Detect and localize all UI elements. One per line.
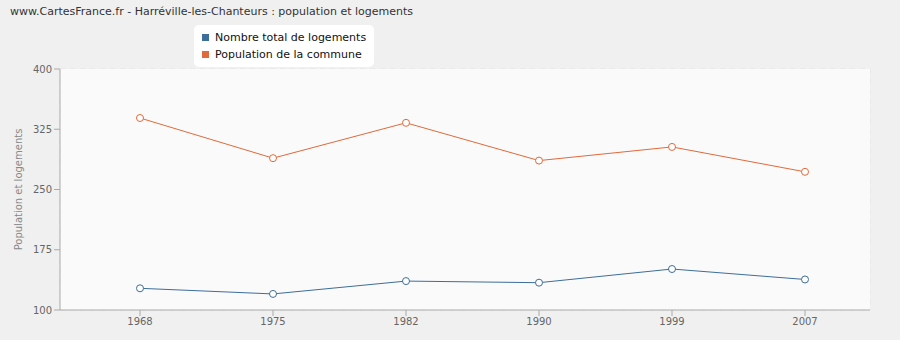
html-text:www.CartesFrance.fr - Harrévil: www.CartesFrance.fr - Harréville-les-Cha… — [10, 5, 413, 18]
svg-text:1968: 1968 — [127, 316, 152, 327]
html-text:Population de la commune: Population de la commune — [215, 48, 362, 61]
svg-text:100: 100 — [33, 305, 52, 316]
svg-text:1999: 1999 — [659, 316, 684, 327]
svg-text:1990: 1990 — [526, 316, 551, 327]
html-text:Nombre total de logements: Nombre total de logements — [215, 31, 367, 44]
svg-text:Population et logements: Population et logements — [13, 129, 24, 251]
svg-text:1975: 1975 — [260, 316, 285, 327]
svg-text:250: 250 — [33, 184, 52, 195]
svg-text:1982: 1982 — [393, 316, 418, 327]
svg-text:2007: 2007 — [792, 316, 817, 327]
svg-text:400: 400 — [33, 64, 52, 75]
svg-text:175: 175 — [33, 244, 52, 255]
svg-text:325: 325 — [33, 124, 52, 135]
